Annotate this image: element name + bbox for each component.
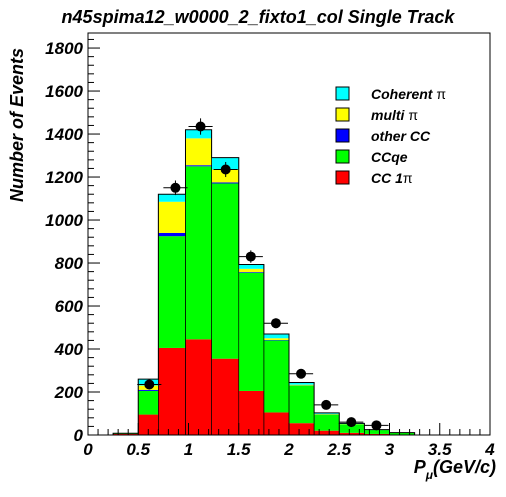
legend-label: Coherent π	[371, 86, 446, 102]
legend-swatch	[335, 170, 350, 185]
tick-labels: 0 0.5 1 1.5 2 2.5 3 3.5 4 0 200 400 600 800 1000 1200 14…	[45, 39, 495, 459]
legend-label-greek: π	[436, 86, 446, 102]
x-tick-label: 0	[83, 440, 93, 459]
data-point	[371, 420, 382, 431]
data-point	[270, 318, 281, 329]
bar-segment	[185, 138, 212, 166]
bar-segment	[289, 385, 315, 424]
legend-label-text: Coherent	[371, 86, 436, 102]
x-tick-label: 1.5	[227, 440, 251, 459]
legend-swatch	[335, 86, 350, 101]
data-point	[245, 251, 256, 262]
y-tick-label: 800	[55, 254, 84, 273]
bar-segment	[314, 430, 340, 435]
bar-segment	[238, 268, 264, 273]
bar-segment	[364, 430, 390, 434]
x-axis-label: Pμ(GeV/c)	[414, 457, 496, 482]
data-point	[321, 399, 332, 410]
bar-segment	[389, 432, 415, 435]
y-tick-label: 1200	[45, 168, 83, 187]
x-axis-label-main: P	[414, 457, 427, 477]
chart-title: n45spima12_w0000_2_fixto1_col Single Tra…	[62, 7, 456, 27]
bar-segment	[185, 166, 212, 340]
y-tick-label: 0	[74, 426, 84, 445]
legend-label: multi π	[371, 107, 418, 123]
x-axis-label-subscript: μ	[425, 468, 434, 482]
x-tick-label: 3	[385, 440, 395, 459]
bar-segment	[138, 414, 159, 435]
bar-segment	[364, 433, 390, 435]
bar-segment	[138, 390, 159, 415]
y-tick-label: 1400	[45, 125, 83, 144]
bar-segment	[263, 338, 289, 340]
bar-segment	[263, 333, 289, 339]
bar-segment	[158, 236, 186, 348]
bar-segment	[211, 169, 239, 183]
x-tick-label: 1	[184, 440, 193, 459]
bar-segment	[238, 390, 264, 435]
bar-segment	[185, 339, 212, 435]
legend-swatch	[335, 107, 350, 122]
legend-label-text: multi	[371, 107, 408, 123]
histogram-bars	[112, 129, 416, 435]
bar-segment	[158, 194, 186, 202]
bar-segment	[263, 412, 289, 435]
bar-segment	[211, 358, 239, 435]
x-tick-label: 0.5	[126, 440, 150, 459]
x-tick-label: 4	[484, 440, 495, 459]
legend-label-text: other CC	[371, 128, 431, 144]
bar-segment	[289, 382, 315, 385]
y-tick-label: 200	[54, 383, 84, 402]
x-tick-label: 3.5	[428, 440, 452, 459]
bar-segment	[238, 272, 264, 391]
bar-segment	[185, 165, 212, 167]
bar-segment	[185, 129, 212, 139]
data-point	[195, 121, 206, 132]
bar-segment	[211, 157, 239, 170]
bar-segment	[158, 347, 186, 435]
bar-segment	[263, 340, 289, 413]
y-axis-label: Number of Events	[7, 48, 27, 202]
y-tick-label: 400	[54, 340, 84, 359]
legend-label-greek: π	[408, 107, 418, 123]
y-tick-label: 1000	[45, 211, 83, 230]
legend-label: other CC	[371, 128, 431, 144]
bar-segment	[289, 384, 315, 386]
legend-label: CC 1π	[371, 170, 413, 186]
bar-segment	[238, 264, 264, 269]
bar-segment	[339, 424, 365, 433]
axis-ticks	[87, 38, 491, 436]
legend-label-text: CCqe	[371, 149, 408, 165]
y-tick-label: 1600	[45, 82, 83, 101]
data-points	[137, 118, 389, 431]
bar-segment	[138, 389, 159, 391]
bar-segment	[238, 272, 264, 273]
data-point	[170, 182, 181, 193]
legend-label-text: CC 1	[371, 170, 403, 186]
data-point	[296, 368, 307, 379]
bar-segment	[158, 201, 186, 233]
x-tick-label: 2.5	[326, 440, 351, 459]
x-tick-label: 2	[283, 440, 294, 459]
legend-label-greek: π	[403, 170, 413, 186]
bar-segment	[211, 182, 239, 184]
data-point	[144, 379, 155, 390]
data-point	[220, 164, 231, 175]
legend-swatch	[335, 149, 350, 164]
legend-swatch	[335, 128, 350, 143]
legend-label: CCqe	[371, 149, 408, 165]
bar-segment	[314, 414, 340, 431]
data-point	[346, 417, 357, 428]
x-axis-label-unit: (GeV/c)	[433, 457, 496, 477]
bar-segment	[314, 412, 340, 414]
bar-segment	[289, 423, 315, 435]
y-tick-label: 600	[55, 297, 84, 316]
bar-segment	[339, 432, 365, 435]
y-tick-label: 1800	[45, 39, 83, 58]
bar-segment	[113, 433, 139, 435]
bar-segment	[211, 183, 239, 359]
bar-segment	[158, 232, 186, 237]
